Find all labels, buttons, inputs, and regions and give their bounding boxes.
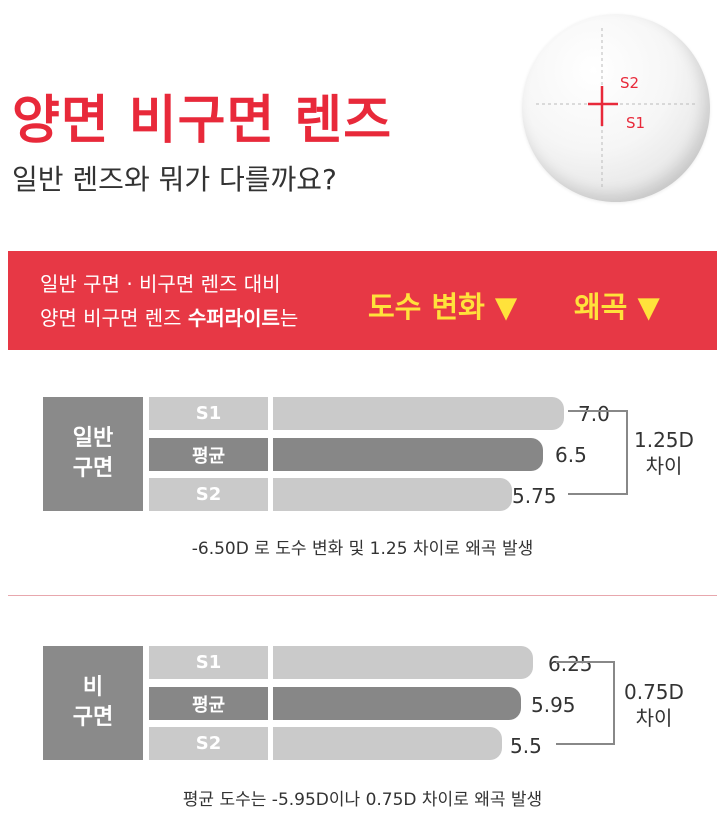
group-label-aspherical: 비 구면	[43, 646, 143, 760]
value-average: 5.95	[531, 693, 576, 717]
row-label-s1: S1	[149, 397, 268, 430]
value-s2: 5.5	[510, 734, 542, 758]
page-subtitle: 일반 렌즈와 뭐가 다를까요?	[12, 163, 337, 196]
bar-s1	[273, 397, 565, 430]
group-label-line-1: 일반	[72, 426, 114, 451]
row-label-s2: S2	[149, 727, 268, 760]
value-s2: 5.75	[512, 484, 557, 508]
banner-line-2: 양면 비구면 렌즈 수퍼라이트는	[40, 302, 298, 331]
banner-product-name: 수퍼라이트	[187, 306, 280, 330]
difference-bracket	[568, 410, 628, 495]
difference-amount: 0.75D	[624, 680, 684, 704]
difference-word: 차이	[635, 706, 673, 730]
group-label-line-2: 구면	[72, 456, 114, 481]
value-s1: 7.0	[578, 402, 610, 426]
difference-bracket-top-cover	[606, 410, 628, 412]
banner-line-2-suffix: 는	[279, 306, 299, 330]
bar-average	[273, 438, 544, 471]
row-label-s1: S1	[149, 646, 268, 679]
banner-line-1: 일반 구면 · 비구면 렌즈 대비	[40, 272, 281, 296]
group-label-spherical: 일반 구면	[43, 397, 143, 511]
banner-line-2-prefix: 양면 비구면 렌즈	[40, 306, 188, 330]
bar-s2	[273, 478, 513, 511]
row-label-average: 평균	[149, 687, 268, 720]
crosshair-icon	[536, 28, 696, 188]
bar-average	[273, 687, 521, 720]
s2-marker-label: S2	[620, 74, 640, 92]
group-note: 평균 도수는 -5.95D이나 0.75D 차이로 왜곡 발생	[182, 790, 543, 810]
difference-amount: 1.25D	[634, 428, 694, 452]
difference-value: 0.75D 차이	[624, 679, 684, 731]
banner-highlight-distortion: 왜곡 ▼	[574, 290, 660, 324]
bar-s2	[273, 727, 502, 760]
lens-sphere-illustration: S2 S1	[522, 14, 710, 202]
difference-bracket	[556, 661, 615, 745]
value-average: 6.5	[555, 443, 587, 467]
difference-word: 차이	[645, 454, 683, 478]
section-divider	[8, 595, 717, 596]
value-s1: 6.25	[548, 652, 593, 676]
s1-marker-label: S1	[626, 114, 646, 132]
group-note: -6.50D 로 도수 변화 및 1.25 차이로 왜곡 발생	[191, 539, 534, 559]
banner-highlight-power: 도수 변화 ▼	[368, 290, 518, 324]
bar-s1	[273, 646, 533, 679]
page-title: 양면 비구면 렌즈	[12, 91, 393, 151]
difference-value: 1.25D 차이	[634, 427, 694, 479]
row-label-average: 평균	[149, 438, 268, 471]
group-label-line-2: 구면	[72, 705, 114, 730]
comparison-banner	[8, 251, 717, 350]
row-label-s2: S2	[149, 478, 268, 511]
group-label-line-1: 비	[82, 675, 104, 700]
